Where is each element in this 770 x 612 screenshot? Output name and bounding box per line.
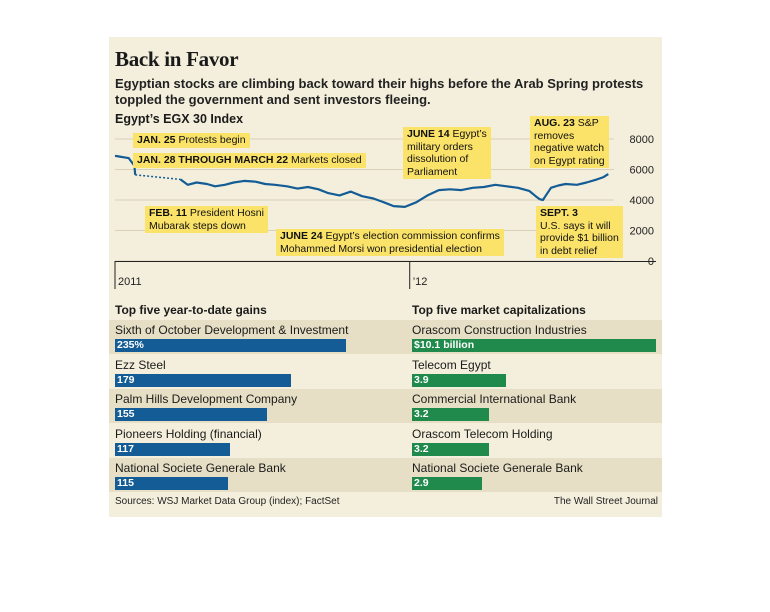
y-tick-label: 6000 [630,165,654,177]
annotation-markets-closed: JAN. 28 THROUGH MARCH 22 Markets closed [133,153,366,168]
bar-category-label: Commercial International Bank [412,392,577,406]
market-cap-title: Top five market capitalizations [412,303,586,317]
annotation-june14: JUNE 14 Egypt’s military orders dissolutio… [403,127,491,179]
y-tick-label: 8000 [630,134,654,146]
bar-category-label: Palm Hills Development Company [115,392,298,406]
markets-closed-dotted-line [135,174,181,181]
bar-row: Ezz Steel 179 [109,355,406,389]
bar-row: Commercial International Bank 3.2 [406,389,662,423]
bar: 155 [115,408,268,421]
bar-row: Pioneers Holding (financial) 117 [109,424,406,458]
bar-row: Sixth of October Development & Investmen… [109,320,406,354]
graphic-dek: Egyptian stocks are climbing back toward… [115,76,644,107]
credit-line: The Wall Street Journal [553,496,658,507]
bar-row: National Societe Generale Bank 115 [109,458,406,492]
bar-category-label: Pioneers Holding (financial) [115,426,262,441]
bar-category-label: Ezz Steel [115,357,166,372]
bar-row: Orascom Construction Industries $10.1 bil… [406,320,662,354]
x-tick-label: 2011 [118,276,142,288]
bar-category-label: Orascom Construction Industries [412,323,587,337]
annotation-june24: JUNE 24 Egypt’s election commission conf… [276,229,504,256]
bar: 117 [115,442,230,456]
bar-row: National Societe Generale Bank 2.9 [406,458,662,492]
y-tick-label: 2000 [630,226,654,238]
line-chart-title: Egypt’s EGX 30 Index [115,112,244,126]
annotation-feb11: FEB. 11 President Hosni Mubarak steps dow… [145,206,268,233]
bar: 235% [115,339,346,352]
annotation-aug23: AUG. 23 S&P removes negative watch on Egypt… [530,116,609,168]
bar: 2.9 [412,477,483,490]
annotation-sept3: SEPT. 3 U.S. says it will provide $1 billi… [536,206,623,258]
x-tick-label: ’12 [413,276,428,288]
gains-title: Top five year-to-date gains [115,303,267,317]
egx30-line-chart: 800060004000200002011’12 [114,134,656,289]
bar-category-label: National Societe Generale Bank [115,461,286,475]
bar: 3.2 [412,442,490,456]
annotation-jan25: JAN. 25 Protests begin [133,133,250,148]
bar-category-label: National Societe Generale Bank [412,461,583,475]
bar-row: Palm Hills Development Company 155 [109,389,406,423]
bar-category-label: Telecom Egypt [412,357,491,372]
bar-category-label: Orascom Telecom Holding [412,426,553,441]
bar: 3.9 [412,373,507,387]
graphic-title: Back in Favor [115,47,239,71]
bar-row: Orascom Telecom Holding 3.2 [406,424,662,458]
y-tick-label: 4000 [630,195,654,207]
bar: 3.2 [412,408,490,421]
source-note: Sources: WSJ Market Data Group (index); … [115,496,340,507]
bar-category-label: Sixth of October Development & Investmen… [115,323,349,337]
bar-row: Telecom Egypt 3.9 [406,355,662,389]
bar: $10.1 billion [412,339,656,352]
egx30-series-line [179,173,609,208]
bar: 115 [115,477,229,490]
bar: 179 [115,373,291,387]
